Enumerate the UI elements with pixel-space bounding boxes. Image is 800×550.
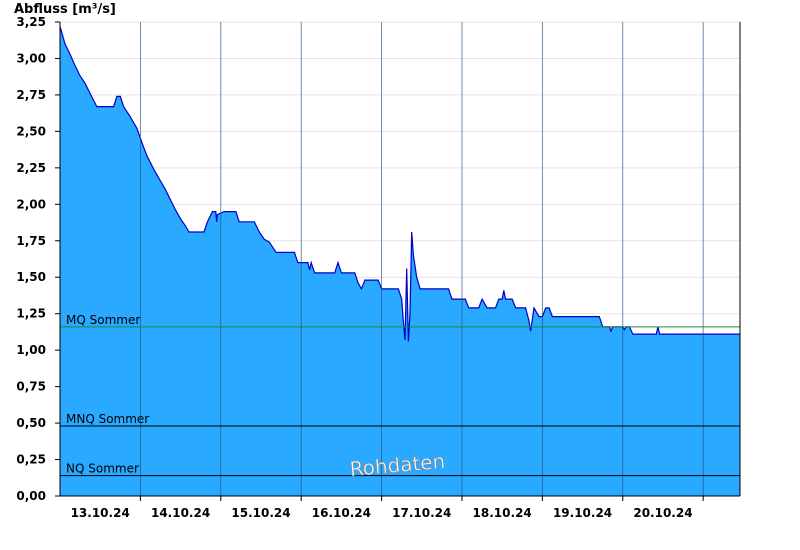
y-tick-label: 3,25: [16, 15, 46, 29]
day-dividers: [139, 22, 704, 496]
y-tick-labels: 0,00 0,25 0,50 0,75 1,00 1,25 1,50 1,75 2,00 2,25…: [16, 15, 46, 503]
y-tick-label: 0,00: [16, 489, 46, 503]
y-tick-label: 2,00: [16, 197, 46, 211]
y-tick-label: 2,50: [16, 124, 46, 138]
reference-line-label: MQ Sommer: [66, 313, 140, 327]
x-tick-label: 15.10.24: [231, 506, 290, 520]
y-tick-label: 1,75: [16, 234, 46, 248]
x-tick-label: 18.10.24: [473, 506, 532, 520]
y-tick-label: 1,50: [16, 270, 46, 284]
series-line: [59, 26, 740, 342]
reference-lines: MQ Sommer MNQ Sommer NQ Sommer: [60, 313, 740, 477]
y-tick-label: 2,25: [16, 161, 46, 175]
x-tick-label: 19.10.24: [553, 506, 612, 520]
y-tick-label: 1,25: [16, 307, 46, 321]
y-tick-label: 3,00: [16, 51, 46, 65]
x-tick-label: 20.10.24: [633, 506, 692, 520]
x-tick-label: 13.10.24: [71, 506, 130, 520]
x-tick-label: 17.10.24: [392, 506, 451, 520]
y-axis-label: Abfluss [m³/s]: [14, 2, 116, 17]
y-tick-label: 0,75: [16, 380, 46, 394]
y-tick-label: 2,75: [16, 88, 46, 102]
x-tick-label: 14.10.24: [151, 506, 210, 520]
reference-line-label: NQ Sommer: [66, 462, 139, 476]
y-tick-label: 1,00: [16, 343, 46, 357]
x-tick-labels: 13.10.24 14.10.24 15.10.24 16.10.24 17.10.24…: [71, 506, 693, 520]
x-tick-label: 16.10.24: [312, 506, 371, 520]
y-tick-label: 0,25: [16, 453, 46, 467]
y-tick-label: 0,50: [16, 416, 46, 430]
reference-line-label: MNQ Sommer: [66, 412, 149, 426]
series-area: [59, 26, 740, 497]
axes: [55, 21, 741, 501]
series-fill: [60, 26, 740, 497]
